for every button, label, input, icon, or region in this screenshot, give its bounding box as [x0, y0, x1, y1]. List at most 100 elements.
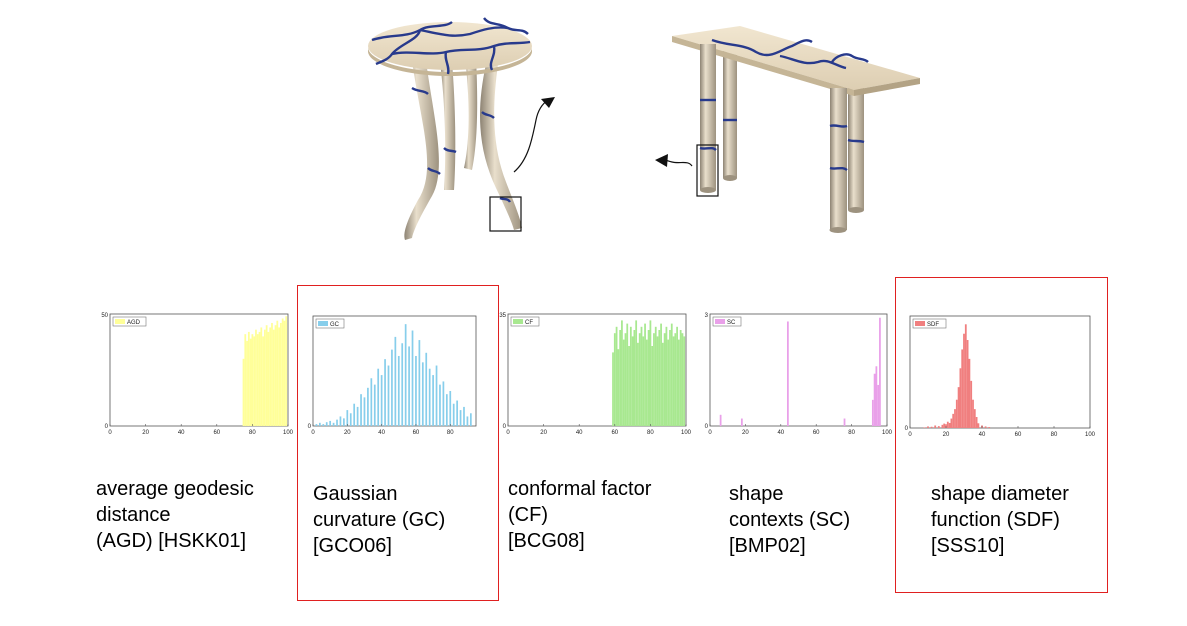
histogram-bar	[633, 330, 636, 426]
histogram-bar	[265, 325, 268, 426]
legend-swatch	[513, 319, 523, 324]
histogram-bar	[346, 410, 349, 426]
histogram-bar	[672, 336, 675, 426]
histogram-bar	[677, 339, 680, 426]
histogram-bar	[679, 330, 682, 426]
histogram-bar	[626, 323, 629, 426]
x-tick-label: 0	[108, 430, 112, 436]
histogram-bar	[629, 326, 632, 426]
y-tick-label: 50	[101, 313, 108, 319]
y-tick-label: 3	[705, 313, 709, 319]
histogram-bar	[373, 384, 376, 426]
histogram-bar	[452, 403, 455, 426]
highlight-box-sdf	[895, 277, 1108, 593]
histogram-bar	[363, 397, 366, 426]
x-tick-label: 60	[813, 430, 820, 436]
histogram-bar	[927, 426, 929, 428]
histogram-bar	[267, 331, 270, 426]
legend-label: AGD	[127, 320, 141, 326]
histogram-bar	[719, 414, 722, 426]
histogram-bar	[959, 368, 962, 428]
y-tick-label: 0	[308, 424, 312, 430]
x-tick-label: 100	[882, 430, 893, 436]
histogram-bar	[954, 409, 956, 428]
histogram-bar	[612, 352, 614, 426]
histogram-bar	[660, 323, 662, 426]
histogram-bar	[649, 320, 652, 426]
x-tick-label: 60	[611, 430, 618, 436]
x-tick-label: 80	[848, 430, 855, 436]
legend-swatch	[318, 321, 328, 326]
histogram-bar	[943, 423, 946, 428]
histogram-sc: 0 20 40 60 80 100 0 3 SC	[705, 313, 893, 436]
histogram-bar	[244, 334, 247, 426]
caption-sdf: shape diameter function (SDF) [SSS10]	[931, 483, 1069, 557]
histogram-bar	[631, 336, 634, 426]
histogram-row: 0 20 40 60 80 100 0 50 AGD 0 20 40 60 80 0 GC 0 20 40 60 80 1…	[101, 313, 1096, 438]
histogram-bar	[656, 336, 659, 426]
x-tick-label: 60	[213, 430, 220, 436]
x-tick-label: 20	[142, 430, 149, 436]
histogram-bar	[975, 417, 978, 428]
histogram-bar	[948, 422, 951, 428]
histogram-bar	[676, 326, 678, 426]
histogram-bar	[356, 406, 359, 426]
legend-box	[912, 318, 947, 329]
histogram-bar	[360, 394, 362, 426]
histogram-bar	[387, 365, 390, 426]
histogram-bar	[988, 427, 991, 428]
x-tick-label: 80	[447, 430, 454, 436]
histogram-sdf: 0 20 40 60 80 100 0 SDF	[905, 315, 1096, 438]
x-tick-label: 20	[943, 432, 950, 438]
x-tick-label: 0	[908, 432, 912, 438]
histogram-bar	[670, 323, 673, 426]
histogram-bar	[242, 358, 245, 426]
legend: CF	[510, 316, 540, 327]
histogram-bar	[638, 333, 641, 426]
histogram-bar	[394, 336, 397, 426]
leg-box	[696, 144, 719, 197]
histogram-bar	[647, 330, 650, 426]
histogram-bar	[249, 338, 252, 426]
caption-agd: average geodesic distance (AGD) [HSKK01]	[96, 478, 254, 552]
histogram-bar	[262, 336, 264, 426]
histogram-bar	[957, 387, 960, 428]
histogram-bar	[442, 381, 445, 426]
histogram-bar	[253, 336, 256, 426]
histogram-bar	[621, 320, 623, 426]
x-tick-label: 100	[681, 430, 692, 436]
histogram-bar	[674, 333, 677, 426]
histogram-bar	[877, 384, 880, 426]
histogram-bar	[667, 339, 670, 426]
histogram-bar	[966, 340, 969, 428]
histogram-bar	[644, 323, 646, 426]
histogram-bar	[463, 406, 465, 426]
y-tick-label: 0	[905, 426, 909, 432]
histogram-bar	[272, 329, 275, 426]
histogram-bar	[425, 352, 428, 426]
histogram-bar	[658, 330, 661, 426]
histogram-bar	[683, 336, 686, 426]
console-table-model	[672, 26, 920, 233]
histogram-bar	[411, 330, 414, 426]
model-illustration	[368, 17, 920, 240]
histogram-bar	[336, 419, 338, 426]
histogram-bar	[875, 366, 878, 426]
round-table-model	[368, 17, 532, 240]
leg-tip-box	[489, 196, 522, 232]
histogram-bar	[285, 316, 288, 426]
caption-gc: Gaussian curvature (GC) [GCO06]	[313, 483, 446, 557]
histogram-bar	[873, 373, 876, 426]
histogram-bar	[613, 333, 616, 426]
histogram-bar	[274, 325, 277, 426]
histogram-bar	[269, 327, 272, 426]
histogram-bar	[456, 400, 458, 426]
histogram-bar	[278, 327, 280, 426]
histogram-bar	[404, 324, 407, 426]
histogram-bar	[445, 394, 448, 426]
histogram-bar	[343, 418, 345, 426]
histogram-bar	[663, 333, 666, 426]
x-tick-label: 40	[378, 430, 385, 436]
histogram-bar	[617, 349, 620, 426]
legend: SC	[712, 316, 742, 327]
